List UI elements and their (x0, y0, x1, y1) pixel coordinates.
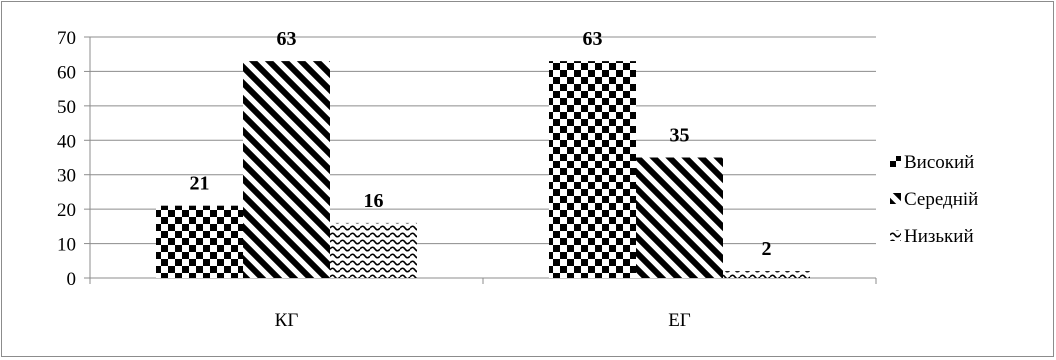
data-label: 35 (670, 125, 690, 147)
data-label: 63 (583, 28, 603, 50)
bar-Середній-КГ (243, 61, 330, 278)
legend-swatch (890, 193, 901, 204)
y-tick-label: 10 (57, 235, 76, 256)
y-tick-label: 40 (57, 131, 76, 152)
bar-Високий-КГ (156, 205, 243, 278)
legend-label: Високий (904, 152, 974, 173)
data-label: 21 (190, 173, 210, 195)
x-category-label: КГ (275, 310, 299, 331)
bar-Низький-ЕГ (723, 271, 810, 278)
data-label: 16 (364, 190, 384, 212)
x-category-label: ЕГ (668, 310, 691, 331)
y-tick-label: 70 (57, 28, 76, 49)
data-label: 63 (277, 28, 297, 50)
bar-Високий-ЕГ (549, 61, 636, 278)
y-tick-label: 30 (57, 166, 76, 187)
legend-label: Низький (904, 226, 974, 247)
legend-swatch (890, 230, 901, 241)
y-tick-label: 60 (57, 62, 76, 83)
y-tick-label: 20 (57, 200, 76, 221)
legend-swatch (890, 156, 901, 167)
y-tick-label: 50 (57, 97, 76, 118)
bar-Низький-КГ (330, 222, 417, 278)
legend-label: Середній (904, 189, 978, 210)
bar-Середній-ЕГ (636, 157, 723, 278)
data-label: 2 (762, 238, 772, 260)
y-tick-label: 0 (67, 269, 77, 290)
